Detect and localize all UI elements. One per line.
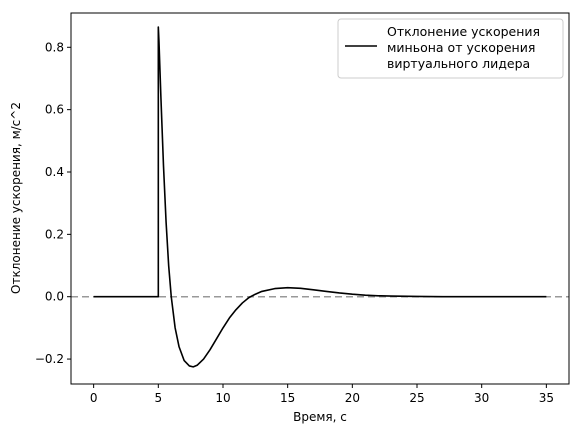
legend-label-line-3: виртуального лидера	[387, 56, 530, 71]
x-tick-label: 25	[409, 391, 424, 405]
legend-label-line-1: Отклонение ускорения	[387, 24, 540, 39]
y-axis-title: Отклонение ускорения, м/с^2	[9, 102, 23, 294]
x-tick-label: 30	[474, 391, 489, 405]
x-tick-label: 20	[345, 391, 360, 405]
y-tick-label: 0.0	[45, 290, 64, 304]
x-axis-title: Время, с	[293, 410, 347, 424]
series-line	[93, 26, 547, 368]
y-tick-label: 0.2	[45, 227, 64, 241]
legend: Отклонение ускорения миньона от ускорени…	[337, 18, 564, 79]
y-tick-label: 0.8	[45, 40, 64, 54]
y-axis: −0.2 0.0 0.2 0.4 0.6 0.8	[35, 40, 71, 366]
y-tick-label: 0.6	[45, 103, 64, 117]
legend-label-line-2: миньона от ускорения	[387, 40, 535, 55]
legend-box	[337, 18, 564, 79]
x-axis: 0 5 10 15 20 25 30 35	[90, 384, 554, 405]
x-tick-label: 5	[154, 391, 162, 405]
y-tick-label: −0.2	[35, 352, 64, 366]
x-tick-label: 0	[90, 391, 98, 405]
y-tick-label: 0.4	[45, 165, 64, 179]
x-tick-label: 15	[280, 391, 295, 405]
plot-frame	[70, 12, 570, 385]
x-tick-label: 10	[215, 391, 230, 405]
x-tick-label: 35	[539, 391, 554, 405]
